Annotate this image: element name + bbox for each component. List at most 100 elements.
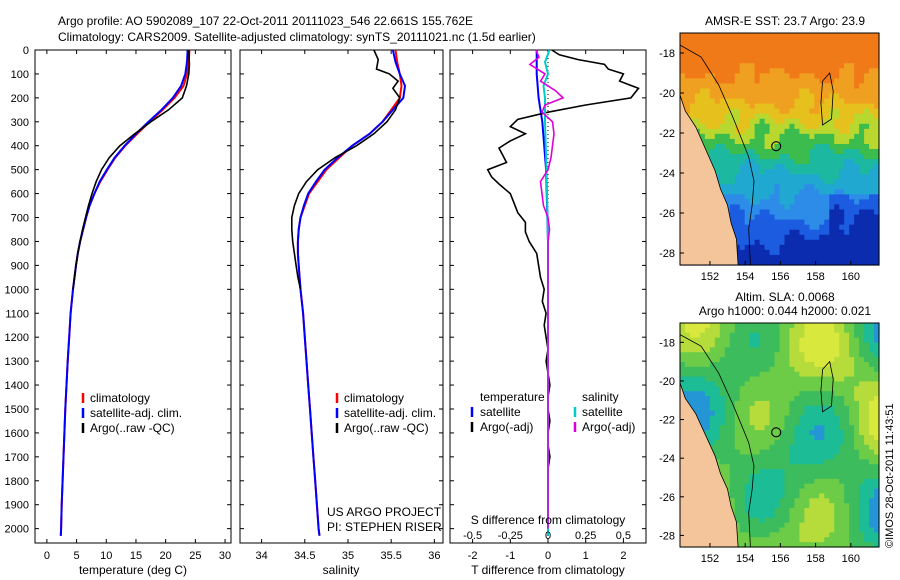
sst-map-cell [759,159,766,165]
sla-map-cell [789,337,796,344]
sla-map-cell [699,381,706,387]
sst-map-cell [774,184,781,190]
sla-map-cell [839,415,845,421]
sla-map-cell [789,483,796,490]
sla-map-cell [789,449,796,456]
sst-map-cell [844,138,850,145]
sla-map-cell [819,488,825,495]
sla-map-cell [779,361,786,368]
sla-map-cell [684,323,691,329]
sla-map-cell [680,332,686,339]
sla-map-cell [754,323,761,329]
sst-map-cell [804,259,810,266]
sst-map-cell [680,68,686,74]
sst-map-cell [759,48,766,54]
sla-map-cell [819,493,825,499]
sla-map-cell [859,371,865,378]
sla-map-cell [794,391,800,397]
sla-map-cell [834,400,840,407]
sst-map-cell [794,259,800,266]
sla-map-cell [834,464,840,470]
sla-map-cell [849,517,855,524]
sst-map-cell [719,189,726,195]
sst-map-cell [839,209,845,216]
sla-map-cell [754,517,761,524]
sla-map-cell [779,332,786,339]
sla-map-cell [769,527,776,533]
sst-map-cell [729,143,736,150]
sst-map-cell [754,138,761,145]
sla-map-cell [754,415,761,421]
sla-map-cell [774,327,781,334]
sst-map-cell [759,118,766,125]
sla-map-cell [804,400,810,407]
sla-map-cell [804,498,810,504]
sst-map-cell [854,149,860,155]
sst-map-cell [779,194,786,201]
sla-map-cell [734,435,741,441]
sst-map-cell [764,83,771,90]
sst-map-cell [784,174,791,180]
sla-map-cell [794,449,800,456]
sla-map-cell [719,410,726,417]
sla-map-cell [739,327,746,334]
sst-map-cell [814,78,820,85]
sla-map-lat-label: -28 [659,530,675,542]
sla-map-cell [739,522,746,529]
sla-map-cell [844,361,850,368]
sst-map-cell [854,138,860,145]
sla-map-cell [819,537,825,543]
sla-map-cell [689,400,696,407]
sla-map-cell [789,473,796,480]
sla-map-cell [754,488,761,495]
sla-map-cell [794,527,800,533]
sst-map-cell [874,169,880,175]
sla-map-cell [744,439,751,446]
sla-map-cell [754,508,761,514]
sla-map-cell [759,464,766,470]
sst-map-cell [794,149,800,155]
sla-map-cell [749,449,756,456]
sla-map-cell [794,347,800,353]
sst-map-cell [834,38,840,44]
sst-map-cell [699,48,706,54]
sla-map-cell [774,478,781,485]
sst-map-cell [819,53,825,59]
sst-map-cell [784,234,791,241]
sla-map-cell [859,542,865,548]
sla-map-cell [864,508,870,514]
sst-map-cell [824,98,830,105]
sla-map-cell [739,371,746,378]
sst-map-cell [874,179,880,185]
sla-map-cell [759,361,766,368]
sst-map-cell [809,123,815,130]
sla-map-cell [764,483,771,490]
sst-map-cell [814,88,820,95]
sst-map-cell [854,98,860,105]
sst-map-cell [784,149,791,155]
sst-map-cell [744,48,751,54]
sst-map-cell [779,184,786,190]
sla-map-reef-contour [820,360,834,413]
sla-map-cell [864,332,870,339]
sst-map-cell [729,169,736,175]
sst-map-cell [729,53,736,59]
sst-map-cell [799,88,805,95]
sst-map-cell [779,118,786,125]
sst-map-cell [779,244,786,251]
sla-map-cell [784,357,791,363]
sla-map-cell [689,337,696,344]
sst-map-cell [844,93,850,100]
sst-map-cell [784,189,791,195]
sst-map-cell [864,138,870,145]
sla-map-cell [789,512,796,519]
sla-map-cell [709,357,716,363]
sla-map-cell [779,454,786,460]
sla-map-cell [769,332,776,339]
sst-map-cell [779,204,786,211]
sla-map-cell [749,420,756,426]
sst-map-cell [759,174,766,180]
sst-map-cell [754,63,761,69]
legend-s-satellite: satellite [582,405,623,419]
sla-map-cell [849,449,855,456]
